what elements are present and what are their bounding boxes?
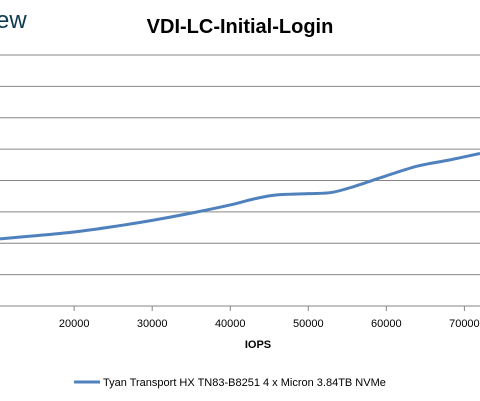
x-tick-label: 70000 [449,318,480,330]
series-line-0 [0,152,480,241]
legend-label: Tyan Transport HX TN83-B8251 4 x Micron … [103,377,386,389]
x-tick-label: 30000 [137,318,168,330]
x-tick-label: 60000 [371,318,402,330]
logo-fragment: ew [0,7,27,34]
x-tick-labels: 20000 30000 40000 50000 60000 70000 [59,306,480,330]
gridlines [0,54,480,276]
x-tick-label: 20000 [59,318,90,330]
x-tick-label: 40000 [215,318,246,330]
legend: Tyan Transport HX TN83-B8251 4 x Micron … [74,377,386,389]
chart-title: VDI-LC-Initial-Login [147,16,334,38]
x-tick-label: 50000 [293,318,324,330]
series-layer [0,152,480,241]
x-axis-label: IOPS [245,339,271,351]
